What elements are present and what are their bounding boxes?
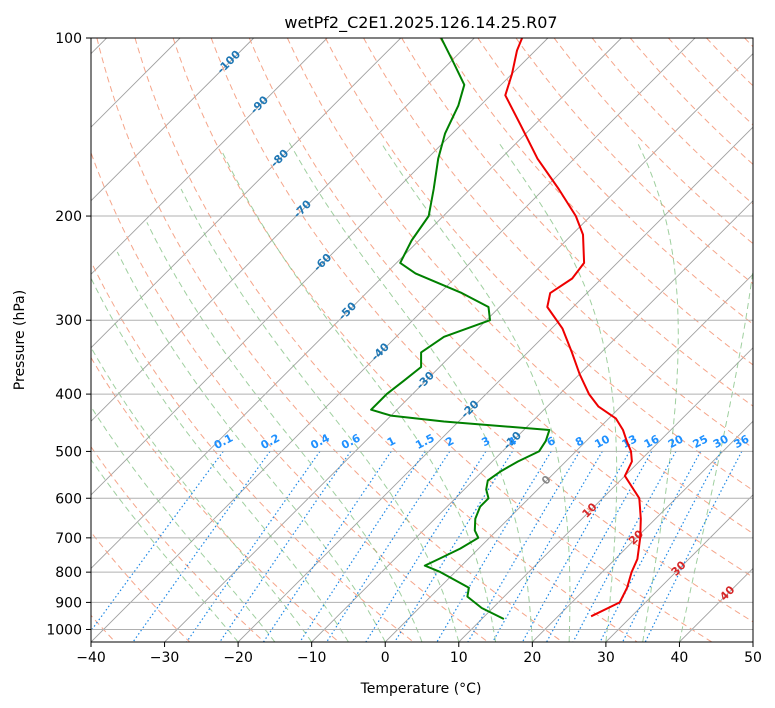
x-tick-label: −40: [76, 650, 106, 666]
dry-adiabat-line: [286, 38, 753, 535]
dry-adiabat-line: [401, 38, 753, 407]
isotherm-line: [605, 494, 753, 642]
mixing-ratio-label: 20: [666, 432, 686, 451]
mixing-ratio-line: [219, 451, 352, 642]
y-axis-ticks: 1000 900 800 700 600 500 400 300 200 100: [46, 31, 91, 638]
mixing-ratio-line: [394, 451, 513, 642]
moist-adiabat-line: [91, 346, 313, 642]
isotherm-line: [91, 38, 402, 349]
mixing-ratio-label: 16: [642, 432, 662, 451]
dry-adiabat-line: [248, 38, 753, 578]
mixing-ratio-line: [436, 451, 552, 642]
x-tick-label: −20: [223, 650, 253, 666]
dry-adiabat-line: [325, 38, 753, 491]
y-tick-label: 400: [55, 387, 82, 403]
moist-adiabat-line: [91, 278, 349, 642]
isotherm-line: [91, 38, 549, 496]
dewpoint-profile-line: [370, 38, 551, 620]
mixing-ratio-line: [326, 451, 451, 642]
dry-adiabat-line: [91, 151, 489, 642]
dry-adiabat-line: [439, 38, 753, 366]
mixing-ratio-label: 36: [732, 432, 752, 451]
isotherm-line: [91, 38, 475, 422]
x-tick-label: 30: [597, 650, 615, 666]
chart-title: wetPf2_C2E1.2025.126.14.25.R07: [284, 13, 557, 33]
mixing-ratio-line: [365, 451, 487, 642]
dry-adiabat-line: [134, 38, 638, 642]
moist-adiabat-line: [180, 188, 460, 642]
mixing-ratio-label: 25: [691, 432, 711, 451]
dry-adiabat-line: [96, 38, 563, 642]
x-tick-label: 40: [671, 650, 689, 666]
isotherm-line: [531, 420, 753, 642]
mixing-ratio-line: [492, 451, 603, 642]
y-tick-label: 800: [55, 565, 82, 581]
mixing-ratio-line: [622, 451, 722, 642]
isotherm-line: [237, 126, 753, 642]
y-tick-label: 600: [55, 491, 82, 507]
temperature-profile-line: [504, 38, 642, 618]
y-tick-label: 500: [55, 444, 82, 460]
x-axis-label: Temperature (°C): [360, 681, 482, 697]
moist-adiabat-line: [91, 458, 239, 642]
x-tick-label: 0: [381, 650, 390, 666]
mixing-ratio-line: [521, 451, 631, 642]
dry-adiabat-line: [363, 38, 753, 449]
moist-adiabat-line: [116, 251, 386, 642]
y-tick-label: 700: [55, 531, 82, 547]
mixing-ratio-line: [599, 451, 702, 642]
isotherm-line: [91, 38, 255, 202]
x-tick-label: −10: [297, 650, 327, 666]
mixing-ratio-line: [186, 451, 321, 642]
isotherm-line: [91, 38, 622, 570]
pressure-gridlines: [91, 38, 753, 630]
isotherm-line: [458, 347, 753, 642]
plot-frame: [90, 37, 754, 643]
isotherm-line: [91, 38, 328, 275]
dry-adiabat-lines: [91, 38, 753, 642]
mixing-ratio-label: 30: [711, 432, 731, 451]
moist-adiabat-line: [146, 222, 423, 642]
y-axis-label: Pressure (hPa): [12, 290, 28, 390]
mixing-ratio-label: 10: [592, 432, 612, 451]
sounding-series: [370, 38, 642, 620]
moist-adiabat-line: [91, 405, 276, 642]
plot-area: -100-90-80-70-60-50-40-30-20-10010203040…: [91, 38, 753, 642]
y-tick-label: 200: [55, 209, 82, 225]
dry-adiabat-line: [91, 356, 340, 642]
dry-adiabat-line: [210, 38, 753, 623]
y-tick-label: 300: [55, 313, 82, 329]
mixing-ratio-line: [91, 451, 224, 632]
dry-adiabat-line: [172, 38, 713, 642]
x-tick-label: 20: [523, 650, 541, 666]
x-axis-ticks: −40 −30 −20 −10 0 10 20 30 40 50: [76, 642, 762, 666]
dry-adiabat-line: [91, 260, 414, 642]
mixing-ratio-line: [572, 451, 677, 642]
x-tick-label: −30: [150, 650, 180, 666]
dry-adiabat-line: [591, 38, 753, 205]
x-tick-label: 50: [744, 650, 762, 666]
y-tick-label: 900: [55, 595, 82, 611]
mixing-ratio-line: [546, 451, 653, 642]
dry-adiabat-line: [553, 38, 753, 245]
isotherm-line: [164, 52, 753, 642]
y-tick-label: 100: [55, 31, 82, 47]
y-tick-label: 1000: [46, 622, 82, 638]
x-tick-label: 10: [450, 650, 468, 666]
isotherm-line: [384, 273, 753, 642]
